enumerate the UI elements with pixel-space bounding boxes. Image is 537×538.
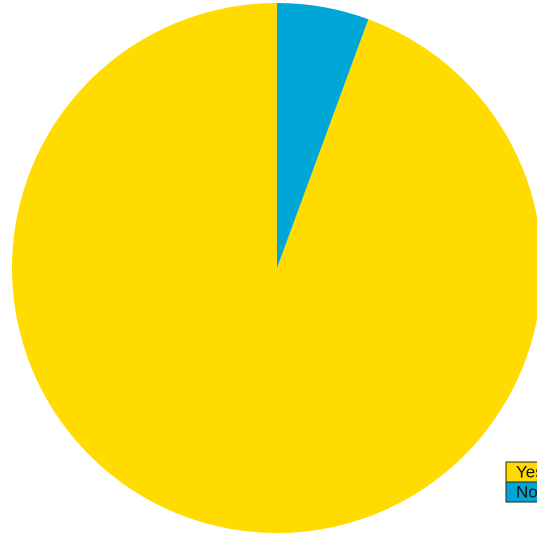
legend-swatch: [505, 481, 537, 503]
legend-label: No: [516, 482, 537, 501]
pie-slice: [277, 3, 369, 268]
pie-slice: [12, 3, 537, 533]
legend-label: Yes: [516, 462, 537, 481]
